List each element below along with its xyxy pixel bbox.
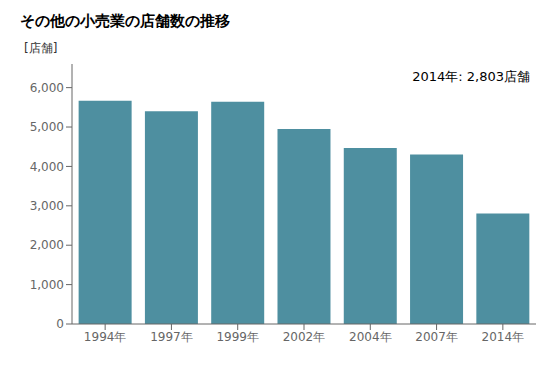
svg-text:6,000: 6,000 xyxy=(30,81,64,95)
svg-text:3,000: 3,000 xyxy=(30,199,64,213)
svg-text:4,000: 4,000 xyxy=(30,160,64,174)
html-text:[店舗]: [店舗] xyxy=(24,41,58,55)
svg-text:2004年: 2004年 xyxy=(349,330,392,344)
html-text:その他の小売業の店舗数の推移: その他の小売業の店舗数の推移 xyxy=(20,12,230,30)
svg-text:2002年: 2002年 xyxy=(283,330,326,344)
svg-text:2014年: 2014年 xyxy=(482,330,525,344)
svg-text:2,000: 2,000 xyxy=(30,238,64,252)
html-text:2014年: 2,803店舗: 2014年: 2,803店舗 xyxy=(412,69,530,84)
svg-text:1997年: 1997年 xyxy=(150,330,193,344)
svg-text:0: 0 xyxy=(56,317,64,331)
svg-text:1994年: 1994年 xyxy=(84,330,127,344)
svg-text:1999年: 1999年 xyxy=(216,330,259,344)
svg-text:5,000: 5,000 xyxy=(30,120,64,134)
svg-text:1,000: 1,000 xyxy=(30,278,64,292)
svg-text:2007年: 2007年 xyxy=(415,330,458,344)
